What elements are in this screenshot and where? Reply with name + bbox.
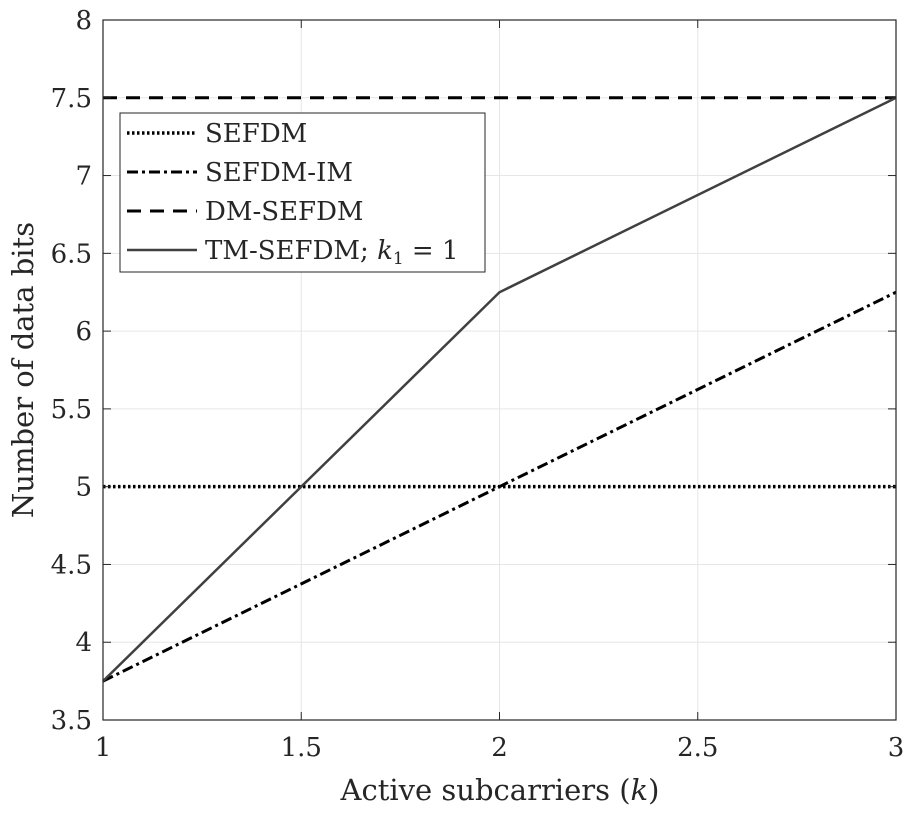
- x-tick-label: 1.5: [281, 733, 322, 763]
- y-tick-label: 7.5: [51, 84, 92, 114]
- x-tick-label: 2: [491, 733, 508, 763]
- legend-item: SEFDM-IM: [127, 158, 353, 188]
- y-tick-label: 3.5: [51, 706, 92, 736]
- y-tick-label: 5: [75, 473, 92, 503]
- ticks: 1 1.5 2 2.5 3 3.5 4 4.5 5 5.5 6 6.5 7 7.5 8: [51, 6, 905, 763]
- legend-item: SEFDM: [127, 119, 307, 149]
- legend-label: SEFDM-IM: [205, 158, 353, 188]
- x-axis-label: Active subcarriers (k): [340, 773, 660, 807]
- legend-item: DM-SEFDM: [127, 197, 364, 227]
- x-tick-label: 1: [95, 733, 112, 763]
- y-tick-label: 4.5: [51, 550, 92, 580]
- y-tick-label: 8: [75, 6, 92, 36]
- series-line-sefdm-im: [102, 290, 897, 683]
- legend-item: TM-SEFDM; k1 = 1: [127, 236, 459, 269]
- x-tick-label: 2.5: [677, 733, 718, 763]
- y-tick-label: 6: [75, 317, 92, 347]
- legend: SEFDM SEFDM-IM DM-SEFDM TM-SEFDM; k1 = 1: [119, 112, 486, 273]
- series-group: [102, 96, 897, 683]
- legend-label: SEFDM: [205, 119, 307, 149]
- y-axis-label: Number of data bits: [6, 222, 40, 518]
- series-line-tm-sefdm-k1-1: [102, 96, 897, 683]
- legend-box: [119, 112, 486, 273]
- y-tick-label: 4: [75, 628, 92, 658]
- y-tick-label: 7: [75, 162, 92, 192]
- legend-label: DM-SEFDM: [205, 197, 364, 227]
- x-tick-label: 3: [888, 733, 905, 763]
- y-tick-label: 5.5: [51, 395, 92, 425]
- legend-label: TM-SEFDM; k1 = 1: [205, 236, 459, 269]
- y-tick-label: 6.5: [51, 239, 92, 269]
